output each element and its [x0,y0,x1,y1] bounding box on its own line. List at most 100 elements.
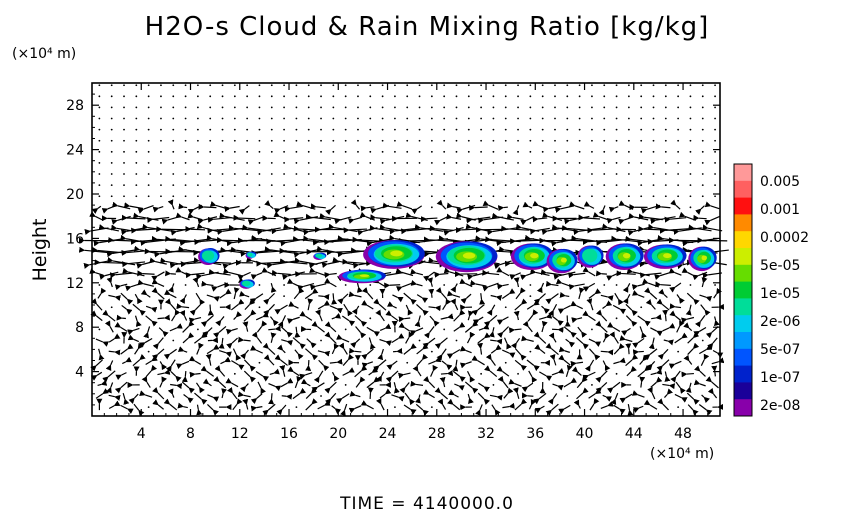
wind-arrow [563,326,577,338]
wind-dot [664,106,667,109]
wind-arrow [676,320,685,333]
wind-arrow [637,365,651,378]
wind-arrow [614,292,624,306]
wind-arrow [503,387,514,399]
wind-dot [455,128,458,131]
wind-arrow [646,360,656,371]
wind-arrow [514,359,528,371]
wind-dot [135,184,138,187]
wind-arrow [239,290,250,298]
wind-dot [147,139,150,142]
wind-arrow [608,206,619,213]
wind-dot [615,128,618,131]
wind-arrow [471,355,485,366]
wind-dot [701,162,704,164]
wind-dot [627,95,630,98]
wind-arrow [232,398,243,411]
colorbar-swatch [734,365,752,383]
wind-dot [332,95,335,98]
wind-arrow [292,387,307,400]
wind-dot [110,173,113,175]
wind-dot [430,128,433,131]
wind-dot [307,139,310,142]
wind-dot [233,117,236,120]
wind-dot [603,128,606,131]
wind-dot [517,162,519,164]
wind-dot [320,128,322,131]
wind-dot [652,195,655,198]
wind-arrow [631,290,645,298]
wind-arrow [141,376,151,388]
wind-dot [110,150,113,153]
wind-arrow [177,402,188,409]
wind-arrow [207,394,220,403]
wind-arrow [146,216,170,223]
wind-dot [369,173,372,175]
wind-arrow [90,359,103,372]
wind-dot [394,84,396,87]
wind-dot [406,128,409,131]
wind-dot [578,150,581,153]
wind-arrow [205,353,212,366]
wind-arrow [403,404,417,415]
wind-dot [652,84,655,87]
wind-arrow [351,305,360,315]
wind-dot [147,150,150,153]
wind-arrow [642,278,660,288]
wind-dot [443,150,446,153]
wind-arrow [250,405,263,412]
wind-arrow [279,247,308,254]
wind-dot [394,406,396,409]
wind-dot [233,162,236,164]
wind-dot [246,139,249,142]
wind-dot [591,139,593,142]
wind-arrow [532,216,548,223]
wind-dot [418,173,421,175]
wind-dot [123,117,125,120]
wind-dot [135,106,138,109]
wind-dot [246,195,249,198]
wind-arrow [613,357,626,365]
wind-dot [147,184,150,187]
wind-dot [677,406,680,409]
wind-arrow [187,204,203,215]
wind-dot [98,195,101,198]
wind-dot [246,84,249,87]
wind-arrow [582,371,596,381]
wind-arrow [602,360,611,372]
wind-arrow [632,337,645,349]
wind-dot [233,128,236,131]
wind-dot [295,162,298,164]
wind-dot [221,128,224,131]
wind-arrow [423,326,435,339]
wind-arrow [570,300,583,310]
wind-dot [492,384,495,386]
wind-dot [677,195,680,198]
wind-dot [283,150,285,153]
wind-arrow [269,316,279,327]
wind-arrow [398,316,411,323]
wind-dot [320,84,322,87]
wind-arrow [713,287,722,299]
wind-arrow [356,282,363,293]
wind-arrow [595,309,608,322]
wind-dot [541,150,544,153]
wind-dot [517,106,519,109]
wind-dot [554,184,556,187]
wind-dot [714,195,716,198]
wind-arrow [565,364,573,377]
wind-arrow [305,398,318,411]
x-tick-label: 40 [576,426,594,442]
wind-arrow [552,315,564,327]
wind-dot [603,173,606,175]
wind-dot [627,184,630,187]
wind-arrow [657,348,669,360]
wind-dot [714,184,716,187]
wind-dot [332,162,335,164]
wind-arrow [280,377,294,388]
wind-arrow [104,320,114,333]
wind-arrow [329,305,343,314]
wind-arrow [676,294,685,304]
wind-dot [677,117,680,120]
wind-arrow [360,205,375,212]
